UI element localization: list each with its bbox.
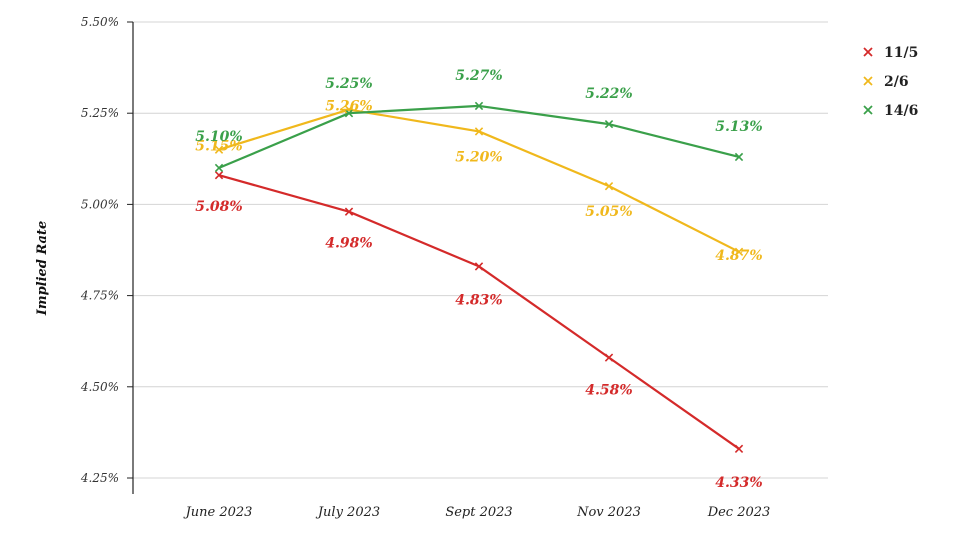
data-point: [474, 101, 484, 111]
y-axis-label: Implied Rate: [35, 221, 50, 317]
data-label: 5.20%: [455, 149, 502, 165]
y-tick-label: 4.75%: [80, 289, 119, 303]
y-tick-label: 5.00%: [81, 197, 119, 211]
x-tick-label: Dec 2023: [707, 505, 771, 520]
data-label: 4.83%: [455, 292, 502, 308]
y-tick-label: 4.25%: [80, 471, 119, 485]
data-point: [344, 109, 354, 118]
x-tick-label: June 2023: [183, 505, 253, 520]
data-label: 5.15%: [195, 139, 242, 155]
data-label: 5.26%: [325, 99, 372, 115]
data-point: [344, 105, 354, 114]
data-label: 5.25%: [325, 76, 372, 92]
data-point: [734, 247, 744, 256]
data-point: [734, 444, 744, 453]
data-label: 5.10%: [195, 129, 242, 145]
legend: 11/5 2/6 14/6: [863, 45, 918, 119]
data-point: [214, 163, 224, 173]
data-label: 5.05%: [585, 204, 632, 220]
y-tick-label: 5.25%: [81, 106, 119, 120]
data-point: [214, 145, 224, 154]
legend-item: 11/5: [863, 45, 918, 61]
legend-item: 2/6: [863, 74, 909, 90]
data-point: [344, 207, 354, 216]
axes: 4.25% 4.50% 4.75% 5.00% 5.25% 5.50% June 2023 J…: [80, 15, 770, 520]
legend-label: 11/5: [884, 45, 918, 61]
x-tick-label: Nov 2023: [576, 505, 641, 520]
data-point: [474, 262, 484, 271]
x-tick-label: Sept 2023: [445, 505, 512, 520]
legend-item: 14/6: [863, 103, 918, 119]
data-label: 5.22%: [585, 86, 632, 102]
data-point: [604, 353, 614, 362]
grid-lines: [133, 21, 828, 479]
data-label: 4.58%: [585, 383, 632, 399]
data-label: 4.33%: [715, 475, 762, 491]
data-label: 5.08%: [195, 199, 242, 215]
x-tick-label: July 2023: [315, 505, 380, 520]
series-lines: [214, 101, 744, 453]
data-labels: 5.08% 4.98% 4.83% 4.58% 4.33% 5.15% 5.26% 5.20%…: [195, 68, 762, 491]
data-point: [474, 127, 484, 136]
data-point: [604, 119, 614, 129]
data-label: 5.27%: [455, 68, 502, 84]
y-tick-label: 5.50%: [81, 15, 119, 29]
data-label: 5.13%: [715, 119, 762, 135]
legend-label: 2/6: [884, 74, 909, 90]
y-tick-label: 4.50%: [80, 380, 119, 394]
data-point: [214, 171, 224, 180]
data-label: 4.87%: [715, 248, 762, 264]
legend-label: 14/6: [884, 103, 918, 119]
series-line-11-5: [218, 174, 740, 450]
data-point: [734, 152, 744, 162]
data-point: [604, 181, 614, 191]
data-label: 4.98%: [325, 236, 372, 252]
